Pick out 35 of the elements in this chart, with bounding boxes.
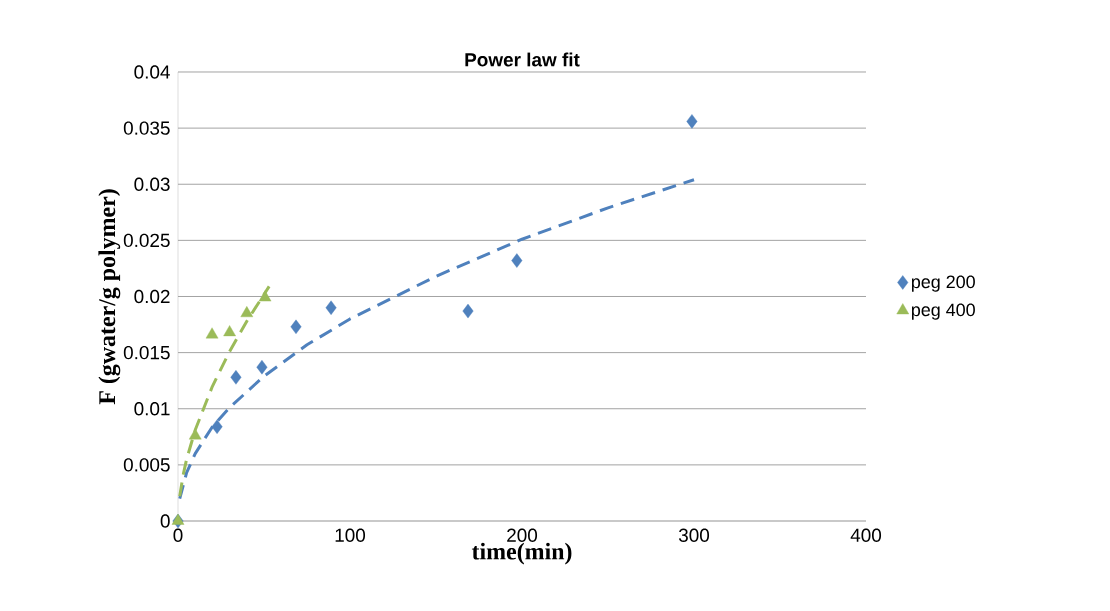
point <box>686 114 698 129</box>
y-tick-label: 0.025 <box>123 233 170 248</box>
point <box>290 319 302 334</box>
x-tick-label: 300 <box>678 528 710 542</box>
point <box>211 419 223 434</box>
x-tick-label: 0 <box>173 528 183 542</box>
point <box>256 360 268 375</box>
y-tick-label: 0.01 <box>134 402 170 416</box>
y-tick-label: 0.035 <box>123 121 170 135</box>
point <box>205 327 219 339</box>
point <box>258 290 272 302</box>
point <box>325 300 337 315</box>
point <box>240 306 254 318</box>
x-tick-label: 400 <box>850 528 882 542</box>
point <box>462 303 474 319</box>
point <box>511 253 523 268</box>
chart-title: Power law fit <box>465 52 580 67</box>
y-tick-label: 0.015 <box>123 345 170 360</box>
y-tick-label: 0.03 <box>134 177 170 191</box>
point <box>230 370 242 385</box>
point <box>223 325 236 337</box>
y-tick-label: 0.02 <box>134 289 170 304</box>
x-axis-title: time(min) <box>471 542 572 565</box>
y-axis-title: F (gwater/g polymer) <box>98 189 121 405</box>
x-tick-label: 200 <box>507 528 538 542</box>
legend-label: peg 400 <box>911 303 975 320</box>
legend-label: peg 200 <box>911 275 975 292</box>
y-tick-label: 0 <box>160 514 170 528</box>
point <box>171 513 185 525</box>
y-tick-label: 0.005 <box>123 458 170 472</box>
line-series <box>178 284 271 498</box>
x-tick-label: 100 <box>335 528 366 542</box>
line-series <box>178 178 696 501</box>
y-tick-label: 0.04 <box>134 65 170 79</box>
point <box>188 428 202 440</box>
